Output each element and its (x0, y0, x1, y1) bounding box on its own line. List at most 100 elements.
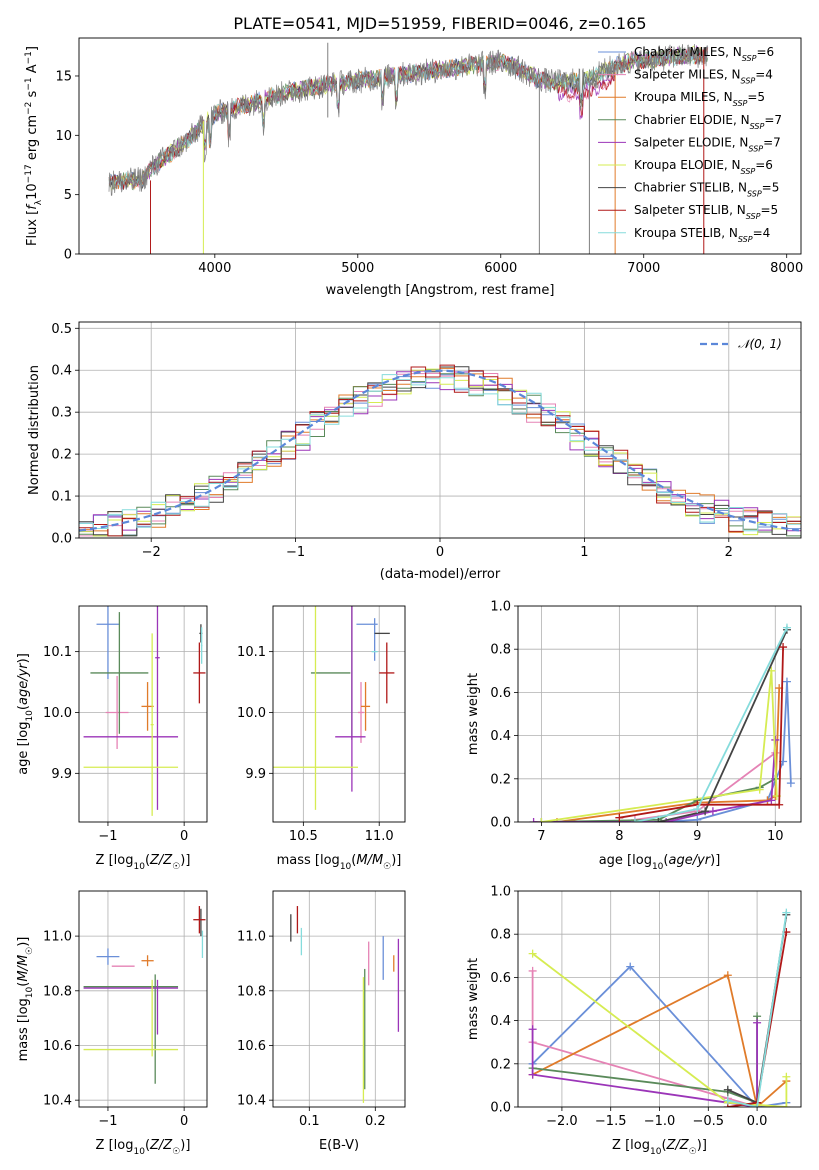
age_vs_Z-ylabel: age [log10(age/yr)] (16, 653, 35, 775)
mass_vs_ebv-ytick-label: 10.8 (237, 984, 266, 999)
mass_vs_Z-axes: −1 0 10.4 10.6 10.8 11.0 Z [log10(Z/Z☉)] mass [… (16, 890, 208, 1157)
spectrum-xtick-label: 8000 (770, 261, 803, 276)
age_vs_Z-xlabel: Z [log10(Z/Z☉)] (96, 853, 191, 872)
age_vs_Z-ytick-label: 9.9 (51, 767, 72, 782)
mass-weight-marker (786, 779, 795, 788)
mass_weight_vs_age-ytick-label: 0.0 (490, 816, 511, 831)
mass-weight-marker (782, 1072, 791, 1081)
spectrum-axes: 4000 5000 6000 7000 8000 0 5 10 15 wavelength [An… (24, 37, 803, 298)
mass_vs_ebv-xlabel: E(B-V) (319, 1138, 359, 1153)
mass_vs_Z-ytick-label: 11.0 (43, 930, 72, 945)
age_vs_Z-ytick-label: 10.1 (43, 645, 72, 660)
residual-histogram-step (79, 374, 801, 532)
mass-weight-line (531, 1022, 758, 1107)
mass_vs_Z-ytick-label: 10.8 (43, 984, 72, 999)
mass_weight_vs_Z-ylabel: mass weight (466, 958, 481, 1040)
mass_weight_vs_Z-ytick-label: 0.8 (490, 928, 511, 943)
residuals-xtick-label: 2 (725, 545, 733, 560)
mass_weight_vs_age-ytick-label: 0.2 (490, 772, 511, 787)
mass_weight_vs_age-xtick-label: 9 (693, 829, 701, 844)
spectrum-ytick-label: 10 (55, 129, 72, 144)
mass-weight-marker (755, 785, 764, 794)
mass-weight-marker (723, 1085, 732, 1094)
mass_weight_vs_age-frame (517, 605, 802, 823)
mass-weight-marker (528, 1025, 537, 1034)
mass-weight-marker (753, 1018, 762, 1027)
age_vs_Z-ytick-label: 10.0 (43, 706, 72, 721)
mass-weight-marker (693, 805, 702, 814)
mass_weight_vs_Z-xlabel: Z [log10(Z/Z☉)] (612, 1138, 707, 1157)
mass-weight-marker (528, 1070, 537, 1079)
residuals-ytick-label: 0.4 (51, 364, 72, 379)
residuals-ytick-label: 0.2 (51, 448, 72, 463)
mass_weight_vs_age-ytick-label: 1.0 (490, 600, 511, 615)
mass-weight-marker (708, 807, 717, 816)
mass-weight-marker (753, 1103, 762, 1107)
mass-weight-marker (626, 962, 635, 971)
spectrum-legend-label: Chabrier STELIB, NSSP=5 (634, 181, 779, 199)
mass-weight-line (619, 646, 784, 819)
spectrum-legend-label: Salpeter ELODIE, NSSP=7 (634, 135, 781, 153)
mass-weight-line (727, 912, 788, 1107)
mass-weight-marker (528, 966, 537, 975)
spectrum-ylabel: Flux [fλ10−17 erg cm−2 s−1 A−1] (24, 46, 44, 246)
age_vs_mass-ytick-label: 10.0 (237, 706, 266, 721)
mass-weight-marker (615, 813, 624, 822)
age_vs_mass-ytick-label: 9.9 (245, 767, 266, 782)
mass_vs_ebv-ytick-label: 11.0 (237, 930, 266, 945)
mass-weight-marker (693, 815, 702, 822)
residuals-legend-label: 𝒩(0, 1) (738, 337, 782, 351)
residuals-axes: −2 −1 0 1 2 0.0 0.1 0.2 0.3 0.4 0.5 (data-model)/er… (27, 321, 802, 582)
spectrum-legend-label: Salpeter STELIB, NSSP=5 (634, 203, 778, 221)
age_vs_mass-xtick-label: 11.0 (365, 829, 394, 844)
spectrum-ytick-label: 15 (55, 69, 72, 84)
spectrum-legend-label: Salpeter MILES, NSSP=4 (634, 68, 773, 86)
age_vs_Z-xtick-label: 0 (180, 829, 188, 844)
mass-weight-marker (775, 800, 784, 809)
mass-weight-line (532, 973, 787, 1107)
mass_weight_vs_Z-xtick-label: −2.0 (546, 1114, 578, 1129)
residuals-ytick-label: 0.0 (51, 532, 72, 547)
mass-weight-marker (723, 1096, 732, 1105)
spectrum-ytick-label: 0 (64, 248, 72, 263)
mass_weight_vs_Z-axes: −2.0 −1.5 −1.0 −0.5 0.0 0.0 0.2 0.4 0.6 0.8 1.0 Z [… (466, 885, 802, 1157)
residuals-ytick-label: 0.3 (51, 406, 72, 421)
residuals-plot-area (79, 322, 801, 538)
mass-weight-marker (537, 818, 546, 822)
mass-weight-marker (529, 818, 538, 822)
residuals-xtick-label: 0 (436, 545, 444, 560)
mass_vs_ebv-axes: 0.1 0.2 10.4 10.6 10.8 11.0 E(B-V) (237, 890, 406, 1153)
residuals-legend: 𝒩(0, 1) (700, 337, 782, 351)
mass_weight_vs_age-xtick-label: 7 (537, 829, 545, 844)
residuals-ylabel: Normed distribution (27, 365, 42, 495)
residuals-xtick-label: 1 (580, 545, 588, 560)
mass_vs_ebv-xtick-label: 0.2 (365, 1114, 386, 1129)
mass_vs_Z-ylabel: mass [log10(M/M☉)] (16, 937, 35, 1062)
spectrum-xtick-label: 4000 (198, 261, 231, 276)
mass_weight_vs_Z-ytick-label: 0.2 (490, 1057, 511, 1072)
mass_weight_vs_age-ytick-label: 0.6 (490, 686, 511, 701)
mass_vs_Z-xlabel: Z [log10(Z/Z☉)] (96, 1138, 191, 1157)
residuals-ytick-label: 0.5 (51, 322, 72, 337)
mass_weight_vs_Z-plot-area (518, 891, 801, 1107)
mass_weight_vs_age-plot-area (518, 606, 801, 822)
mass-weight-marker (701, 807, 710, 816)
mass_vs_ebv-plot-area (273, 891, 405, 1107)
age_vs_mass-xlabel: mass [log10(M/M☉)] (277, 853, 402, 872)
spectrum-legend-label: Chabrier ELODIE, NSSP=7 (634, 113, 782, 131)
spectrum-plot-area (108, 42, 709, 254)
spectrum-xtick-label: 6000 (484, 261, 517, 276)
age_vs_mass-plot-area (273, 606, 405, 822)
mass_vs_ebv-ytick-label: 10.4 (237, 1094, 266, 1109)
spectrum-legend-label: Kroupa MILES, NSSP=5 (634, 90, 765, 108)
mass_vs_ebv-ytick-label: 10.6 (237, 1039, 266, 1054)
mass_weight_vs_Z-xtick-label: 0.0 (747, 1114, 768, 1129)
mass_vs_Z-ytick-label: 10.6 (43, 1039, 72, 1054)
mass-weight-marker (654, 818, 663, 822)
mass_weight_vs_Z-ytick-label: 0.4 (490, 1014, 511, 1029)
mass-weight-line (634, 627, 788, 822)
mass_weight_vs_age-ytick-label: 0.4 (490, 729, 511, 744)
mass_weight_vs_Z-ytick-label: 1.0 (490, 885, 511, 900)
mass-weight-marker (767, 796, 776, 805)
spectrum-legend-label: Kroupa STELIB, NSSP=4 (634, 226, 770, 244)
